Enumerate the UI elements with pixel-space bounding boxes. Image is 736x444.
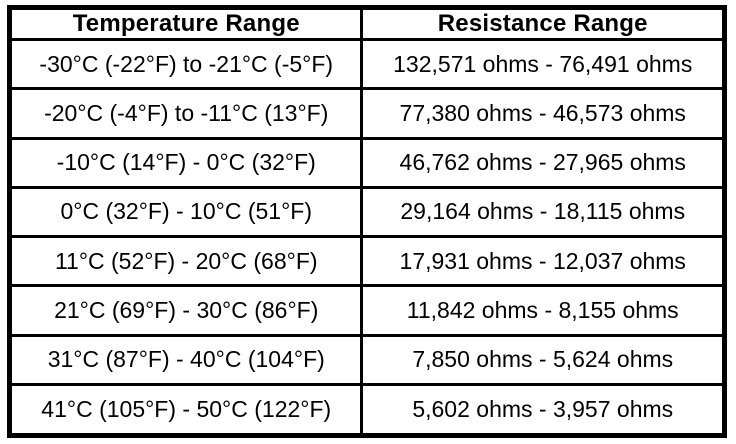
table-row: -20°C (-4°F) to -11°C (13°F) 77,380 ohms… <box>7 87 726 140</box>
temperature-range-cell: 11°C (52°F) - 20°C (68°F) <box>7 235 364 288</box>
temperature-range-cell: 0°C (32°F) - 10°C (51°F) <box>7 185 364 239</box>
table-row: -10°C (14°F) - 0°C (32°F) 46,762 ohms - … <box>7 136 726 189</box>
table-row: 11°C (52°F) - 20°C (68°F) 17,931 ohms - … <box>7 235 726 288</box>
table-row: 21°C (69°F) - 30°C (86°F) 11,842 ohms - … <box>7 284 726 337</box>
resistance-range-header: Resistance Range <box>360 6 726 41</box>
temperature-range-cell: -10°C (14°F) - 0°C (32°F) <box>7 136 364 189</box>
resistance-range-cell: 7,850 ohms - 5,624 ohms <box>360 333 726 386</box>
table-row: 0°C (32°F) - 10°C (51°F) 29,164 ohms - 1… <box>7 185 726 239</box>
resistance-range-cell: 29,164 ohms - 18,115 ohms <box>360 185 726 239</box>
temperature-resistance-table: Temperature Range Resistance Range -30°C… <box>7 5 727 438</box>
resistance-range-cell: 5,602 ohms - 3,957 ohms <box>360 382 726 438</box>
resistance-range-cell: 46,762 ohms - 27,965 ohms <box>360 136 726 189</box>
temperature-range-cell: -20°C (-4°F) to -11°C (13°F) <box>7 87 364 140</box>
temperature-range-cell: 41°C (105°F) - 50°C (122°F) <box>7 382 364 438</box>
header-row: Temperature Range Resistance Range <box>7 6 726 41</box>
resistance-range-cell: 132,571 ohms - 76,491 ohms <box>360 37 726 91</box>
table-row: 41°C (105°F) - 50°C (122°F) 5,602 ohms -… <box>7 382 726 438</box>
table-row: 31°C (87°F) - 40°C (104°F) 7,850 ohms - … <box>7 333 726 386</box>
temperature-range-cell: 21°C (69°F) - 30°C (86°F) <box>7 284 364 337</box>
temperature-range-cell: 31°C (87°F) - 40°C (104°F) <box>7 333 364 386</box>
resistance-range-cell: 17,931 ohms - 12,037 ohms <box>360 235 726 288</box>
temperature-range-header: Temperature Range <box>7 6 364 41</box>
resistance-range-cell: 77,380 ohms - 46,573 ohms <box>360 87 726 140</box>
temperature-range-cell: -30°C (-22°F) to -21°C (-5°F) <box>7 37 364 91</box>
table-row: -30°C (-22°F) to -21°C (-5°F) 132,571 oh… <box>7 37 726 91</box>
resistance-range-cell: 11,842 ohms - 8,155 ohms <box>360 284 726 337</box>
